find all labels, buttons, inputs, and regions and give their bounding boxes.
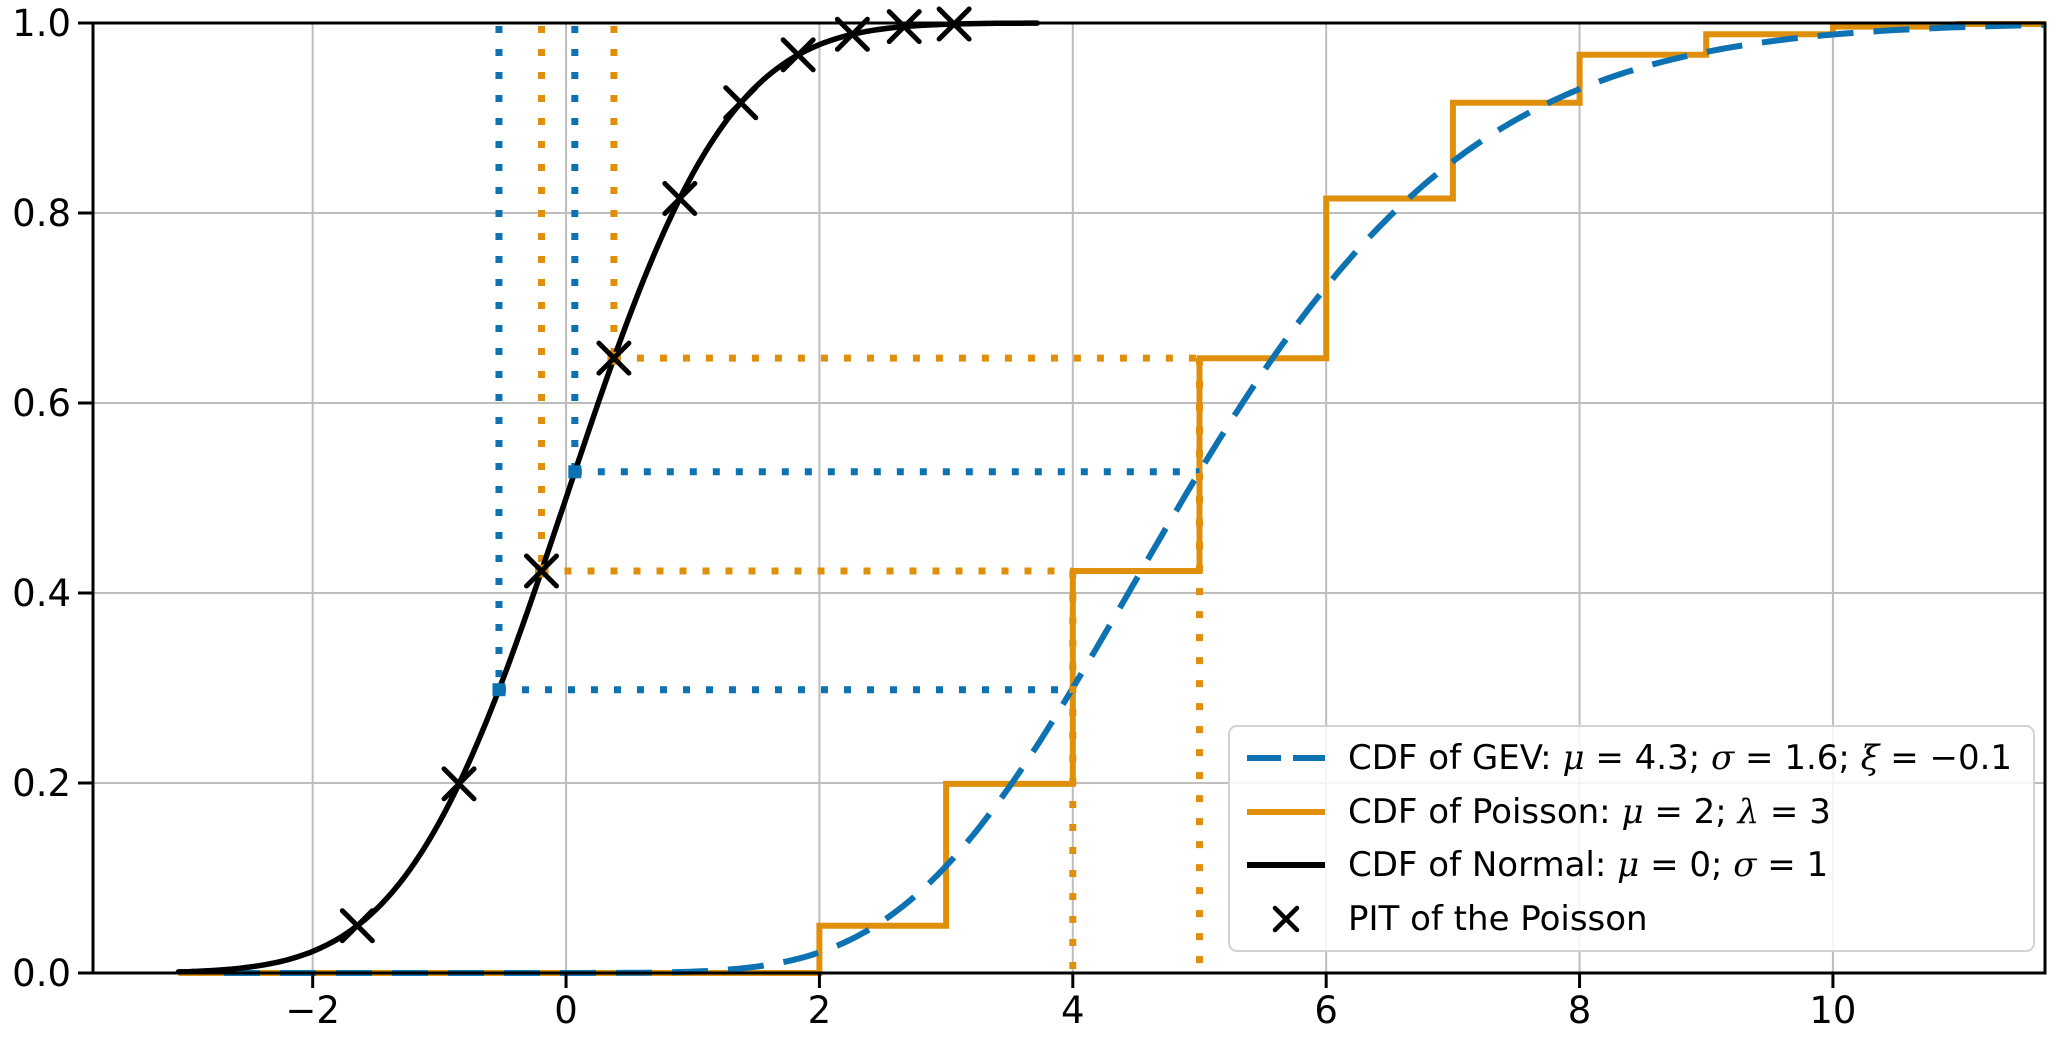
pit-x-marker — [662, 180, 698, 216]
pit-x-marker — [596, 340, 632, 376]
y-tick-label: 0.4 — [12, 572, 71, 615]
x-tick-label: 2 — [808, 989, 832, 1032]
blue-guide-marker — [568, 465, 582, 479]
blue-guide-marker — [492, 683, 506, 697]
y-tick-label: 0.6 — [12, 382, 71, 425]
x-tick-label: 4 — [1061, 989, 1085, 1032]
legend-item-poisson: CDF of Poisson: μ = 2; λ = 3 — [1244, 788, 2033, 836]
x-tick-label: 8 — [1568, 989, 1592, 1032]
legend-item-pit: PIT of the Poisson — [1244, 895, 2033, 943]
legend-label-normal: CDF of Normal: μ = 0; σ = 1 — [1348, 845, 1829, 886]
y-tick-label: 1.0 — [12, 2, 71, 45]
x-tick-label: 0 — [554, 989, 578, 1032]
legend-label-poisson: CDF of Poisson: μ = 2; λ = 3 — [1348, 791, 1831, 832]
x-marker-sample-icon — [1272, 905, 1300, 933]
y-tick-label: 0.8 — [12, 192, 71, 235]
x-tick-label: 6 — [1314, 989, 1338, 1032]
y-tick-label: 0.2 — [12, 762, 71, 805]
pit-x-marker — [339, 908, 375, 944]
gev-dashed-line-sample-icon — [1247, 754, 1325, 761]
y-tick-label: 0.0 — [12, 952, 71, 995]
legend-item-normal: PIT of the Poisson CDF of Normal: μ = 0;… — [1244, 841, 2033, 889]
normal-solid-line-sample-icon — [1247, 862, 1325, 869]
poisson-cdf-curve — [178, 21, 2045, 976]
legend-item-gev: CDF of GEV: μ = 4.3; σ = 1.6; ξ = −0.1 — [1244, 734, 2033, 782]
pit-x-marker — [441, 766, 477, 802]
pit-x-marker — [886, 9, 922, 45]
x-tick-label: −2 — [285, 989, 340, 1032]
pit-x-marker — [723, 85, 759, 121]
legend: CDF of GEV: μ = 4.3; σ = 1.6; ξ = −0.1 C… — [1228, 725, 2035, 952]
pit-x-marker — [780, 37, 816, 73]
legend-label-pit: PIT of the Poisson — [1348, 899, 1648, 940]
pit-x-marker — [524, 553, 560, 589]
poisson-solid-line-sample-icon — [1247, 808, 1325, 815]
legend-label-gev: CDF of GEV: μ = 4.3; σ = 1.6; ξ = −0.1 — [1348, 737, 2013, 778]
x-marker-sample — [1272, 905, 1300, 933]
axes-spines — [91, 21, 2047, 975]
normal-cdf-curve — [175, 20, 1041, 975]
x-tick-label: 10 — [1809, 989, 1856, 1032]
